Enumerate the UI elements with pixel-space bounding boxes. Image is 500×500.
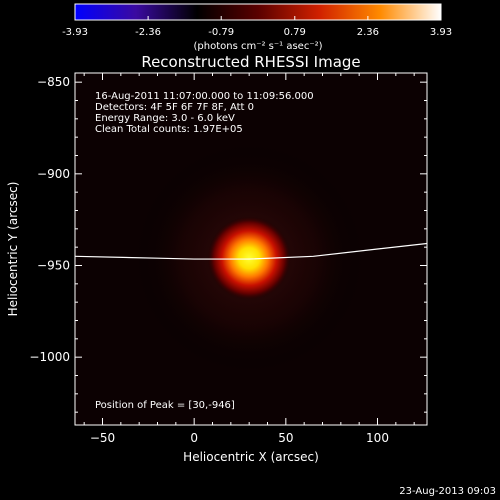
colorbar-ticks: -3.93 -2.36 -0.79 0.79 2.36 3.93 (62, 16, 452, 38)
x-tick-label: −50 (90, 431, 115, 445)
colorbar-tick-label: 3.93 (430, 27, 452, 38)
peak-position-label: Position of Peak = [30,-946] (95, 400, 235, 411)
footer-timestamp: 23-Aug-2013 09:03 (399, 486, 496, 497)
x-tick-label: 50 (278, 431, 293, 445)
colorbar-tick-label: 0.79 (284, 27, 306, 38)
y-tick-label: −900 (37, 167, 70, 181)
plot-frame (74, 72, 428, 426)
x-tick-label: 0 (190, 431, 198, 445)
colorbar-tick-label: 2.36 (357, 27, 379, 38)
colorbar-tick-label: -3.93 (62, 27, 88, 38)
solar-limb-line (75, 242, 427, 260)
colorbar-tick-label: -2.36 (135, 27, 161, 38)
colorbar (74, 3, 442, 21)
annotation-time-range: 16-Aug-2011 11:07:00.000 to 11:09:56.000 (95, 91, 314, 102)
chart-title: Reconstructed RHESSI Image (141, 53, 360, 71)
y-axis-label: Heliocentric Y (arcsec) (6, 182, 20, 317)
annotation-energy-range: Energy Range: 3.0 - 6.0 keV (95, 113, 235, 124)
y-tick-label: −950 (37, 259, 70, 273)
annotation-detectors: Detectors: 4F 5F 6F 7F 8F, Att 0 (95, 102, 254, 113)
annotation-clean-counts: Clean Total counts: 1.97E+05 (95, 124, 243, 135)
x-axis-label: Heliocentric X (arcsec) (183, 450, 319, 464)
colorbar-unit-label: (photons cm⁻² s⁻¹ asec⁻²) (193, 41, 322, 52)
axis-ticks: −50 0 50 100 −850 −900 −950 −1000 (29, 73, 427, 445)
x-tick-label: 100 (366, 431, 389, 445)
flare-source (207, 216, 292, 301)
info-annotations: 16-Aug-2011 11:07:00.000 to 11:09:56.000… (95, 91, 314, 135)
y-tick-label: −850 (37, 75, 70, 89)
colorbar-tick-label: -0.79 (208, 27, 234, 38)
y-tick-label: −1000 (29, 350, 70, 364)
